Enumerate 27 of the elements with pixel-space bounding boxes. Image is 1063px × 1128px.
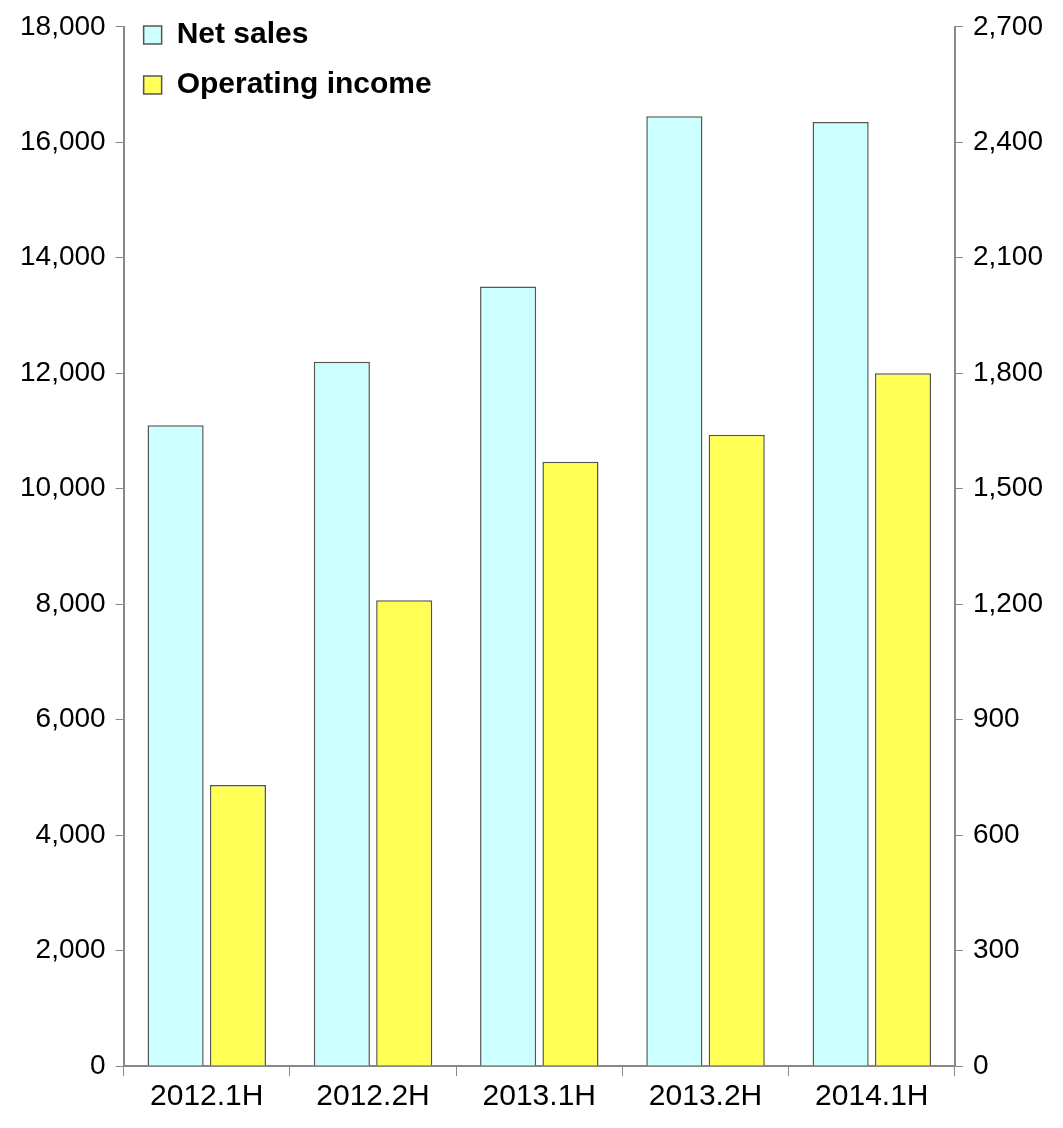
y2-tick-label: 600 <box>972 817 1020 849</box>
y2-tick-label: 1,200 <box>972 586 1044 618</box>
legend-label: Net sales <box>176 16 309 50</box>
y2-tick-label: 300 <box>972 933 1020 965</box>
y2-tick-label: 0 <box>972 1048 989 1080</box>
y2-tick-label: 2,100 <box>972 240 1044 272</box>
x-tick-label: 2012.1H <box>150 1078 264 1112</box>
y-tick-label: 14,000 <box>20 240 106 272</box>
y-tick-label: 0 <box>90 1048 106 1080</box>
y-tick-label: 4,000 <box>35 817 106 849</box>
y-tick-label: 6,000 <box>35 702 106 734</box>
x-tick-label: 2013.2H <box>648 1078 763 1112</box>
y2-tick-label: 2,700 <box>972 9 1044 41</box>
x-tick-label: 2012.2H <box>316 1078 430 1112</box>
y-tick-label: 18,000 <box>20 9 106 41</box>
legend-label: Operating income <box>176 66 432 100</box>
y2-tick-label: 1,500 <box>972 471 1044 503</box>
y2-tick-label: 2,400 <box>972 124 1044 156</box>
y-tick-label: 12,000 <box>20 355 106 387</box>
y-tick-label: 8,000 <box>35 586 106 618</box>
y-tick-label: 2,000 <box>35 933 106 965</box>
x-tick-label: 2013.1H <box>482 1078 596 1112</box>
y-tick-label: 16,000 <box>20 124 106 156</box>
y2-tick-label: 1,800 <box>972 355 1044 387</box>
x-tick-label: 2014.1H <box>815 1078 929 1112</box>
y-tick-label: 10,000 <box>20 471 106 503</box>
y2-tick-label: 900 <box>972 702 1020 734</box>
